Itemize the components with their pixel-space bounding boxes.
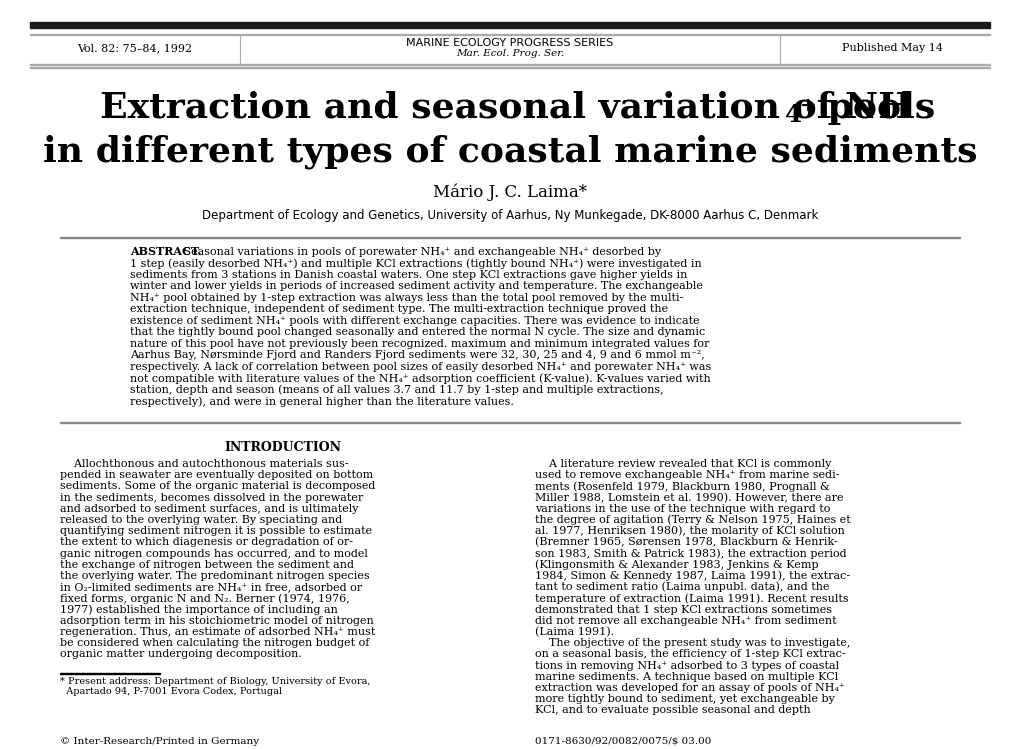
Text: 0171-8630/92/0082/0075/$ 03.00: 0171-8630/92/0082/0075/$ 03.00 <box>535 736 710 745</box>
Bar <box>30 34 989 35</box>
Text: (Laima 1991).: (Laima 1991). <box>535 627 613 637</box>
Text: (Bremner 1965, Sørensen 1978, Blackburn & Henrik-: (Bremner 1965, Sørensen 1978, Blackburn … <box>535 537 837 548</box>
Text: released to the overlying water. By speciating and: released to the overlying water. By spec… <box>60 515 342 525</box>
Bar <box>60 422 959 423</box>
Text: did not remove all exchangeable NH₄⁺ from sediment: did not remove all exchangeable NH₄⁺ fro… <box>535 616 836 626</box>
Text: Aarhus Bay, Nørsminde Fjord and Randers Fjord sediments were 32, 30, 25 and 4, 9: Aarhus Bay, Nørsminde Fjord and Randers … <box>129 351 704 360</box>
Text: more tightly bound to sediment, yet exchangeable by: more tightly bound to sediment, yet exch… <box>535 694 835 704</box>
Text: KCl, and to evaluate possible seasonal and depth: KCl, and to evaluate possible seasonal a… <box>535 706 810 715</box>
Text: respectively), and were in general higher than the literature values.: respectively), and were in general highe… <box>129 396 514 407</box>
Text: Extraction and seasonal variation of NH: Extraction and seasonal variation of NH <box>100 91 911 125</box>
Text: sediments from 3 stations in Danish coastal waters. One step KCl extractions gav: sediments from 3 stations in Danish coas… <box>129 270 687 280</box>
Text: the exchange of nitrogen between the sediment and: the exchange of nitrogen between the sed… <box>60 560 354 570</box>
Text: Published May 14: Published May 14 <box>842 43 943 53</box>
Text: Vol. 82: 75–84, 1992: Vol. 82: 75–84, 1992 <box>77 43 193 53</box>
Text: in the sediments, becomes dissolved in the porewater: in the sediments, becomes dissolved in t… <box>60 493 363 503</box>
Text: 1984, Simon & Kennedy 1987, Laima 1991), the extrac-: 1984, Simon & Kennedy 1987, Laima 1991),… <box>535 571 849 581</box>
Text: and adsorbed to sediment surfaces, and is ultimately: and adsorbed to sediment surfaces, and i… <box>60 504 358 514</box>
Text: respectively. A lack of correlation between pool sizes of easily desorbed NH₄⁺ a: respectively. A lack of correlation betw… <box>129 362 710 372</box>
Text: existence of sediment NH₄⁺ pools with different exchange capacities. There was e: existence of sediment NH₄⁺ pools with di… <box>129 316 699 326</box>
Text: NH₄⁺ pool obtained by 1-step extraction was always less than the total pool remo: NH₄⁺ pool obtained by 1-step extraction … <box>129 293 683 303</box>
Text: variations in the use of the technique with regard to: variations in the use of the technique w… <box>535 504 829 514</box>
Text: regeneration. Thus, an estimate of adsorbed NH₄⁺ must: regeneration. Thus, an estimate of adsor… <box>60 627 375 637</box>
Text: ments (Rosenfeld 1979, Blackburn 1980, Prognall &: ments (Rosenfeld 1979, Blackburn 1980, P… <box>535 481 829 491</box>
Text: extraction technique, independent of sediment type. The multi-extraction techniq: extraction technique, independent of sed… <box>129 305 667 315</box>
Text: 1 step (easily desorbed NH₄⁺) and multiple KCl extractions (tightly bound NH₄⁺) : 1 step (easily desorbed NH₄⁺) and multip… <box>129 258 701 269</box>
Bar <box>30 67 989 68</box>
Text: Miller 1988, Lomstein et al. 1990). However, there are: Miller 1988, Lomstein et al. 1990). Howe… <box>535 492 843 503</box>
Text: ganic nitrogen compounds has occurred, and to model: ganic nitrogen compounds has occurred, a… <box>60 548 368 559</box>
Text: son 1983, Smith & Patrick 1983), the extraction period: son 1983, Smith & Patrick 1983), the ext… <box>535 548 846 559</box>
Text: station, depth and season (means of all values 3.7 and 11.7 by 1-step and multip: station, depth and season (means of all … <box>129 385 663 395</box>
Text: Mar. Ecol. Prog. Ser.: Mar. Ecol. Prog. Ser. <box>455 49 564 58</box>
Text: The objective of the present study was to investigate,: The objective of the present study was t… <box>535 638 850 648</box>
Text: pools: pools <box>814 91 934 125</box>
Text: 1977) established the importance of including an: 1977) established the importance of incl… <box>60 604 337 615</box>
Text: the extent to which diagenesis or degradation of or-: the extent to which diagenesis or degrad… <box>60 537 353 548</box>
Text: not compatible with literature values of the NH₄⁺ adsorption coefficient (K-valu: not compatible with literature values of… <box>129 373 710 383</box>
Text: 4: 4 <box>785 103 802 127</box>
Text: sediments. Some of the organic material is decomposed: sediments. Some of the organic material … <box>60 482 375 491</box>
Text: temperature of extraction (Laima 1991). Recent results: temperature of extraction (Laima 1991). … <box>535 593 848 604</box>
Text: tions in removing NH₄⁺ adsorbed to 3 types of coastal: tions in removing NH₄⁺ adsorbed to 3 typ… <box>535 661 839 670</box>
Text: organic matter undergoing decomposition.: organic matter undergoing decomposition. <box>60 649 302 659</box>
Text: winter and lower yields in periods of increased sediment activity and temperatur: winter and lower yields in periods of in… <box>129 282 702 291</box>
Text: Seasonal variations in pools of porewater NH₄⁺ and exchangeable NH₄⁺ desorbed by: Seasonal variations in pools of porewate… <box>179 247 660 257</box>
Text: nature of this pool have not previously been recognized. maximum and minimum int: nature of this pool have not previously … <box>129 339 708 349</box>
Text: tant to sediment ratio (Laima unpubl. data), and the: tant to sediment ratio (Laima unpubl. da… <box>535 582 828 592</box>
Text: Mário J. C. Laima*: Mário J. C. Laima* <box>433 184 586 201</box>
Text: be considered when calculating the nitrogen budget of: be considered when calculating the nitro… <box>60 638 369 648</box>
Text: INTRODUCTION: INTRODUCTION <box>224 441 340 455</box>
Text: pended in seawater are eventually deposited on bottom: pended in seawater are eventually deposi… <box>60 470 373 480</box>
Text: ABSTRACT.: ABSTRACT. <box>129 246 202 258</box>
Text: © Inter-Research/Printed in Germany: © Inter-Research/Printed in Germany <box>60 736 259 745</box>
Text: the degree of agitation (Terry & Nelson 1975, Haines et: the degree of agitation (Terry & Nelson … <box>535 515 850 525</box>
Bar <box>30 22 989 28</box>
Text: demonstrated that 1 step KCl extractions sometimes: demonstrated that 1 step KCl extractions… <box>535 604 832 615</box>
Bar <box>60 237 959 238</box>
Text: (Klingonsmith & Alexander 1983, Jenkins & Kemp: (Klingonsmith & Alexander 1983, Jenkins … <box>535 560 818 570</box>
Text: al. 1977, Henriksen 1980), the molarity of KCl solution: al. 1977, Henriksen 1980), the molarity … <box>535 526 844 536</box>
Text: extraction was developed for an assay of pools of NH₄⁺: extraction was developed for an assay of… <box>535 683 844 693</box>
Text: fixed forms, organic N and N₂. Berner (1974, 1976,: fixed forms, organic N and N₂. Berner (1… <box>60 593 350 604</box>
Text: in O₂-limited sediments are NH₄⁺ in free, adsorbed or: in O₂-limited sediments are NH₄⁺ in free… <box>60 582 362 592</box>
Text: that the tightly bound pool changed seasonally and entered the normal N cycle. T: that the tightly bound pool changed seas… <box>129 327 704 338</box>
Text: Department of Ecology and Genetics, University of Aarhus, Ny Munkegade, DK-8000 : Department of Ecology and Genetics, Univ… <box>202 210 817 222</box>
Text: used to remove exchangeable NH₄⁺ from marine sedi-: used to remove exchangeable NH₄⁺ from ma… <box>535 470 839 480</box>
Text: quantifying sediment nitrogen it is possible to estimate: quantifying sediment nitrogen it is poss… <box>60 527 372 536</box>
Text: Apartado 94, P-7001 Evora Codex, Portugal: Apartado 94, P-7001 Evora Codex, Portuga… <box>60 687 281 696</box>
Text: the overlying water. The predominant nitrogen species: the overlying water. The predominant nit… <box>60 571 369 581</box>
Text: on a seasonal basis, the efficiency of 1-step KCl extrac-: on a seasonal basis, the efficiency of 1… <box>535 649 845 659</box>
Text: Allochthonous and autochthonous materials sus-: Allochthonous and autochthonous material… <box>60 459 348 469</box>
Text: in different types of coastal marine sediments: in different types of coastal marine sed… <box>43 135 976 169</box>
Bar <box>30 64 989 65</box>
Text: * Present address: Department of Biology, University of Evora,: * Present address: Department of Biology… <box>60 677 370 686</box>
Text: adsorption term in his stoichiometric model of nitrogen: adsorption term in his stoichiometric mo… <box>60 616 373 626</box>
Text: marine sediments. A technique based on multiple KCl: marine sediments. A technique based on m… <box>535 672 838 682</box>
Text: A literature review revealed that KCl is commonly: A literature review revealed that KCl is… <box>535 459 830 469</box>
Text: +: + <box>799 97 815 115</box>
Text: MARINE ECOLOGY PROGRESS SERIES: MARINE ECOLOGY PROGRESS SERIES <box>406 38 613 48</box>
